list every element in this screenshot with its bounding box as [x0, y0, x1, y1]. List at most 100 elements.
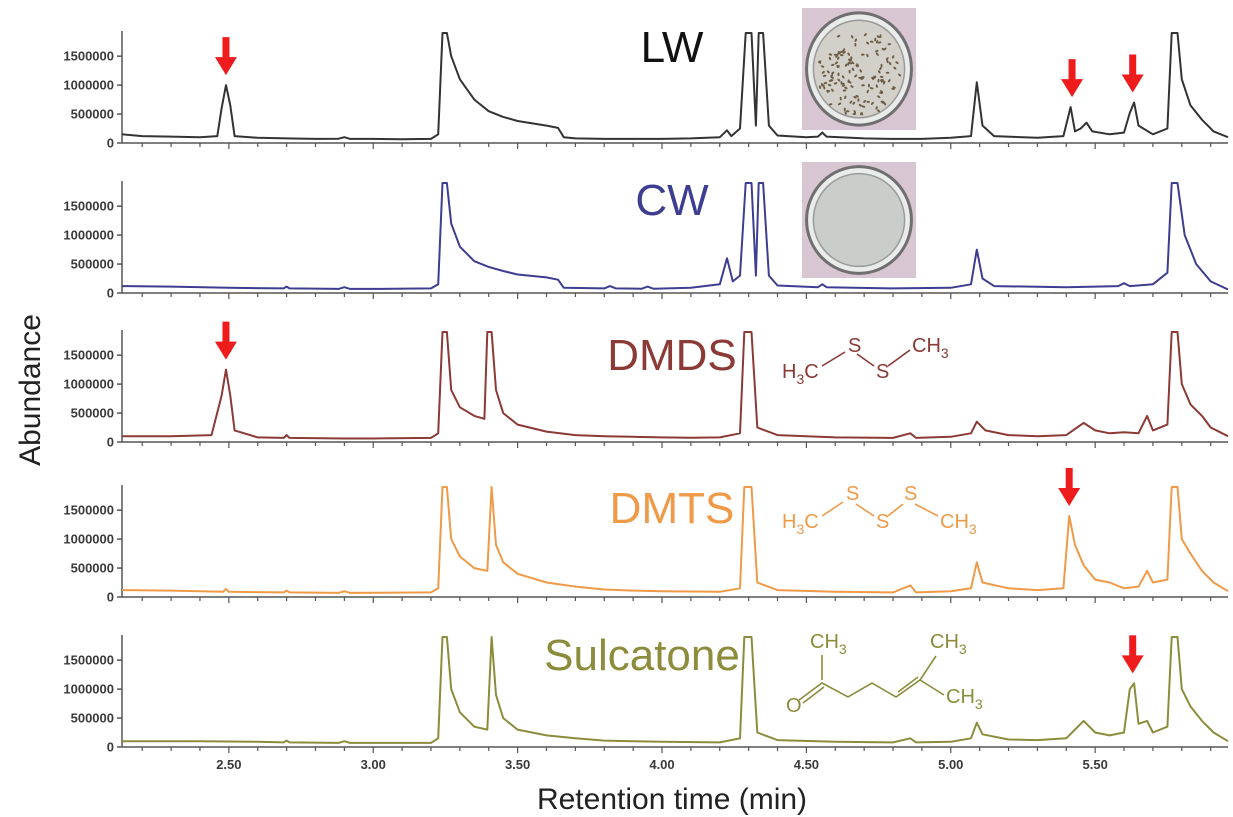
larva: [861, 53, 865, 56]
arrow-head: [1058, 487, 1081, 506]
larva: [877, 109, 880, 113]
larva: [880, 63, 883, 68]
larva: [853, 110, 856, 114]
y-tick-label: 1500000: [63, 348, 114, 363]
larva: [875, 52, 879, 56]
larva: [853, 96, 857, 99]
trace-lw: [121, 32, 1229, 141]
larva: [839, 54, 844, 57]
trace-dmds: [122, 331, 1229, 440]
larva: [877, 41, 882, 44]
larva: [849, 100, 853, 104]
larva: [839, 96, 842, 101]
y-tick-label: 500000: [71, 107, 114, 122]
larva: [844, 95, 847, 100]
chem-bond: [855, 503, 875, 517]
panels: 0 500000 1000000 1500000 LW 0 500000 1000000 150…: [63, 8, 1229, 772]
series-label-lw: LW: [641, 23, 704, 72]
larva: [836, 65, 840, 68]
larva: [880, 78, 884, 82]
atom-ch3: CH3: [946, 686, 983, 712]
y-tick-label: 1500000: [63, 199, 114, 214]
larva: [863, 33, 867, 37]
x-tick-label: 3.50: [505, 757, 530, 772]
larva: [823, 85, 826, 90]
larva: [875, 49, 879, 53]
larva: [844, 111, 847, 115]
dish-inner: [812, 19, 906, 119]
larva: [823, 82, 828, 85]
larva: [887, 43, 892, 46]
arrow-head: [1061, 79, 1084, 98]
atom-s: S: [848, 335, 861, 357]
larva: [852, 101, 856, 105]
larva: [820, 84, 825, 87]
atom-o: O: [786, 695, 802, 717]
larva: [880, 90, 884, 93]
atom-h3c: H3C: [782, 361, 819, 387]
x-tick-label: 5.00: [938, 757, 963, 772]
larva: [830, 76, 834, 79]
series-label-dmds: DMDS: [607, 331, 737, 380]
larva: [880, 100, 885, 103]
larva: [855, 95, 859, 98]
peak-arrow-icon: [1121, 54, 1144, 93]
y-tick-label: 1500000: [63, 49, 114, 64]
larva: [856, 63, 859, 67]
trace-sulcatone: [122, 636, 1229, 744]
larva: [833, 53, 838, 56]
panel-dmds: 0 500000 1000000 1500000 DMDS: [63, 321, 1229, 450]
dmds-structure: H3C SS CH3: [782, 335, 949, 387]
y-tick-label: 500000: [71, 257, 114, 272]
larva: [854, 38, 857, 42]
larva: [885, 71, 890, 74]
larva: [886, 59, 889, 64]
y-axis-title: Abundance: [14, 314, 47, 466]
x-axis-title: Retention time (min): [537, 783, 807, 816]
dish-inner: [812, 172, 906, 268]
atom-s: S: [876, 361, 889, 383]
larva: [861, 105, 866, 108]
larva: [826, 70, 830, 74]
x-tick-label: 2.50: [216, 757, 241, 772]
larva: [854, 74, 858, 78]
series-label-sulcatone: Sulcatone: [544, 631, 740, 680]
larva: [843, 107, 846, 112]
arrow-head: [214, 57, 237, 76]
peak-arrow-icon: [214, 37, 237, 76]
larva: [888, 61, 892, 66]
larva: [885, 57, 889, 61]
larva: [898, 73, 902, 77]
larva: [831, 71, 835, 75]
larva: [854, 42, 857, 47]
y-tick-label: 500000: [71, 711, 114, 726]
y-tick-label: 1500000: [63, 503, 114, 518]
chem-bond: [856, 353, 875, 367]
larva: [830, 74, 834, 78]
larva: [863, 99, 867, 103]
arrow-head: [1121, 74, 1144, 93]
larva: [879, 91, 883, 94]
larva: [878, 70, 881, 74]
larva: [860, 112, 863, 116]
x-tick-label: 5.50: [1083, 757, 1108, 772]
larva: [850, 56, 853, 60]
larva: [848, 58, 851, 62]
atom-ch3: CH3: [912, 335, 949, 361]
y-tick-label: 0: [107, 435, 114, 450]
x-tick-label: 4.00: [649, 757, 674, 772]
larva: [876, 35, 880, 39]
larva: [857, 98, 860, 102]
larva: [828, 53, 833, 56]
larva: [851, 35, 854, 39]
atom-ch3: CH3: [940, 511, 977, 537]
larva: [861, 84, 865, 87]
panel-dmts: 0 500000 1000000 1500000 DMTS: [63, 467, 1229, 605]
larva: [847, 62, 850, 66]
y-tick-label: 0: [107, 740, 114, 755]
peak-arrow-icon: [1121, 635, 1144, 674]
arrow-head: [214, 341, 237, 360]
larva: [821, 70, 825, 74]
larva: [870, 101, 874, 105]
